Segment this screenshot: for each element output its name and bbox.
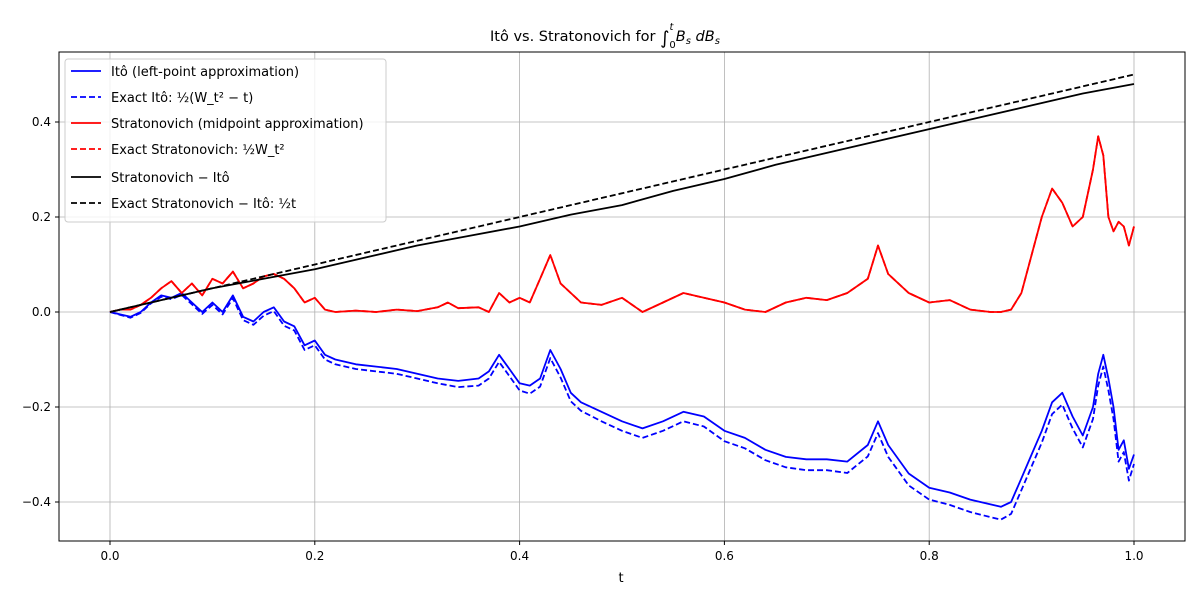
integral-upper-limit: t — [669, 22, 674, 33]
integrand: B — [676, 29, 686, 45]
y-tick-label: 0.2 — [32, 210, 51, 224]
integrand-subscript: s — [686, 36, 691, 47]
legend-box — [64, 58, 387, 223]
x-tick-label: 0.6 — [715, 549, 734, 563]
series-line-3 — [109, 135, 1135, 313]
y-tick-label: 0.0 — [32, 305, 51, 319]
x-axis-ticks: 0.0 0.2 0.4 0.6 0.8 1.0 — [100, 541, 1144, 563]
title-text: Itô vs. Stratonovich for ∫t 0Bs dBs — [490, 22, 720, 51]
x-tick-label: 0.0 — [100, 549, 119, 563]
legend-label: Exact Stratonovich: ½W_t² — [111, 143, 285, 158]
y-tick-label: −0.4 — [22, 495, 51, 509]
x-tick-label: 0.2 — [305, 549, 324, 563]
legend-label: Exact Itô: ½(W_t² − t) — [111, 91, 253, 106]
x-tick-label: 0.8 — [920, 549, 939, 563]
series-line-0 — [109, 292, 1135, 508]
chart-title: Itô vs. Stratonovich for ∫t 0Bs dBs — [490, 22, 720, 51]
series-layer — [109, 73, 1135, 521]
y-tick-label: 0.4 — [32, 115, 51, 129]
differential: dB — [691, 29, 715, 45]
legend: Itô (left-point approximation) Exact Itô:… — [64, 58, 387, 223]
legend-label: Stratonovich (midpoint approximation) — [111, 117, 364, 132]
legend-label: Stratonovich − Itô — [111, 171, 230, 186]
series-line-5 — [109, 73, 1135, 313]
y-axis-ticks: −0.4 −0.2 0.0 0.2 0.4 — [22, 115, 59, 509]
x-axis-label: t — [618, 571, 623, 586]
differential-subscript: s — [715, 36, 720, 47]
plot-frame — [58, 51, 1186, 542]
x-tick-label: 1.0 — [1124, 549, 1143, 563]
legend-label: Itô (left-point approximation) — [111, 65, 299, 80]
integral-lower-limit: 0 — [669, 40, 675, 51]
x-tick-label: 0.4 — [510, 549, 529, 563]
y-tick-label: −0.2 — [22, 400, 51, 414]
series-line-4 — [109, 83, 1135, 313]
series-line-1 — [109, 293, 1135, 521]
legend-label: Exact Stratonovich − Itô: ½t — [111, 197, 296, 212]
integral-sign: ∫ — [660, 28, 669, 49]
title-prefix: Itô vs. Stratonovich for — [490, 29, 660, 45]
